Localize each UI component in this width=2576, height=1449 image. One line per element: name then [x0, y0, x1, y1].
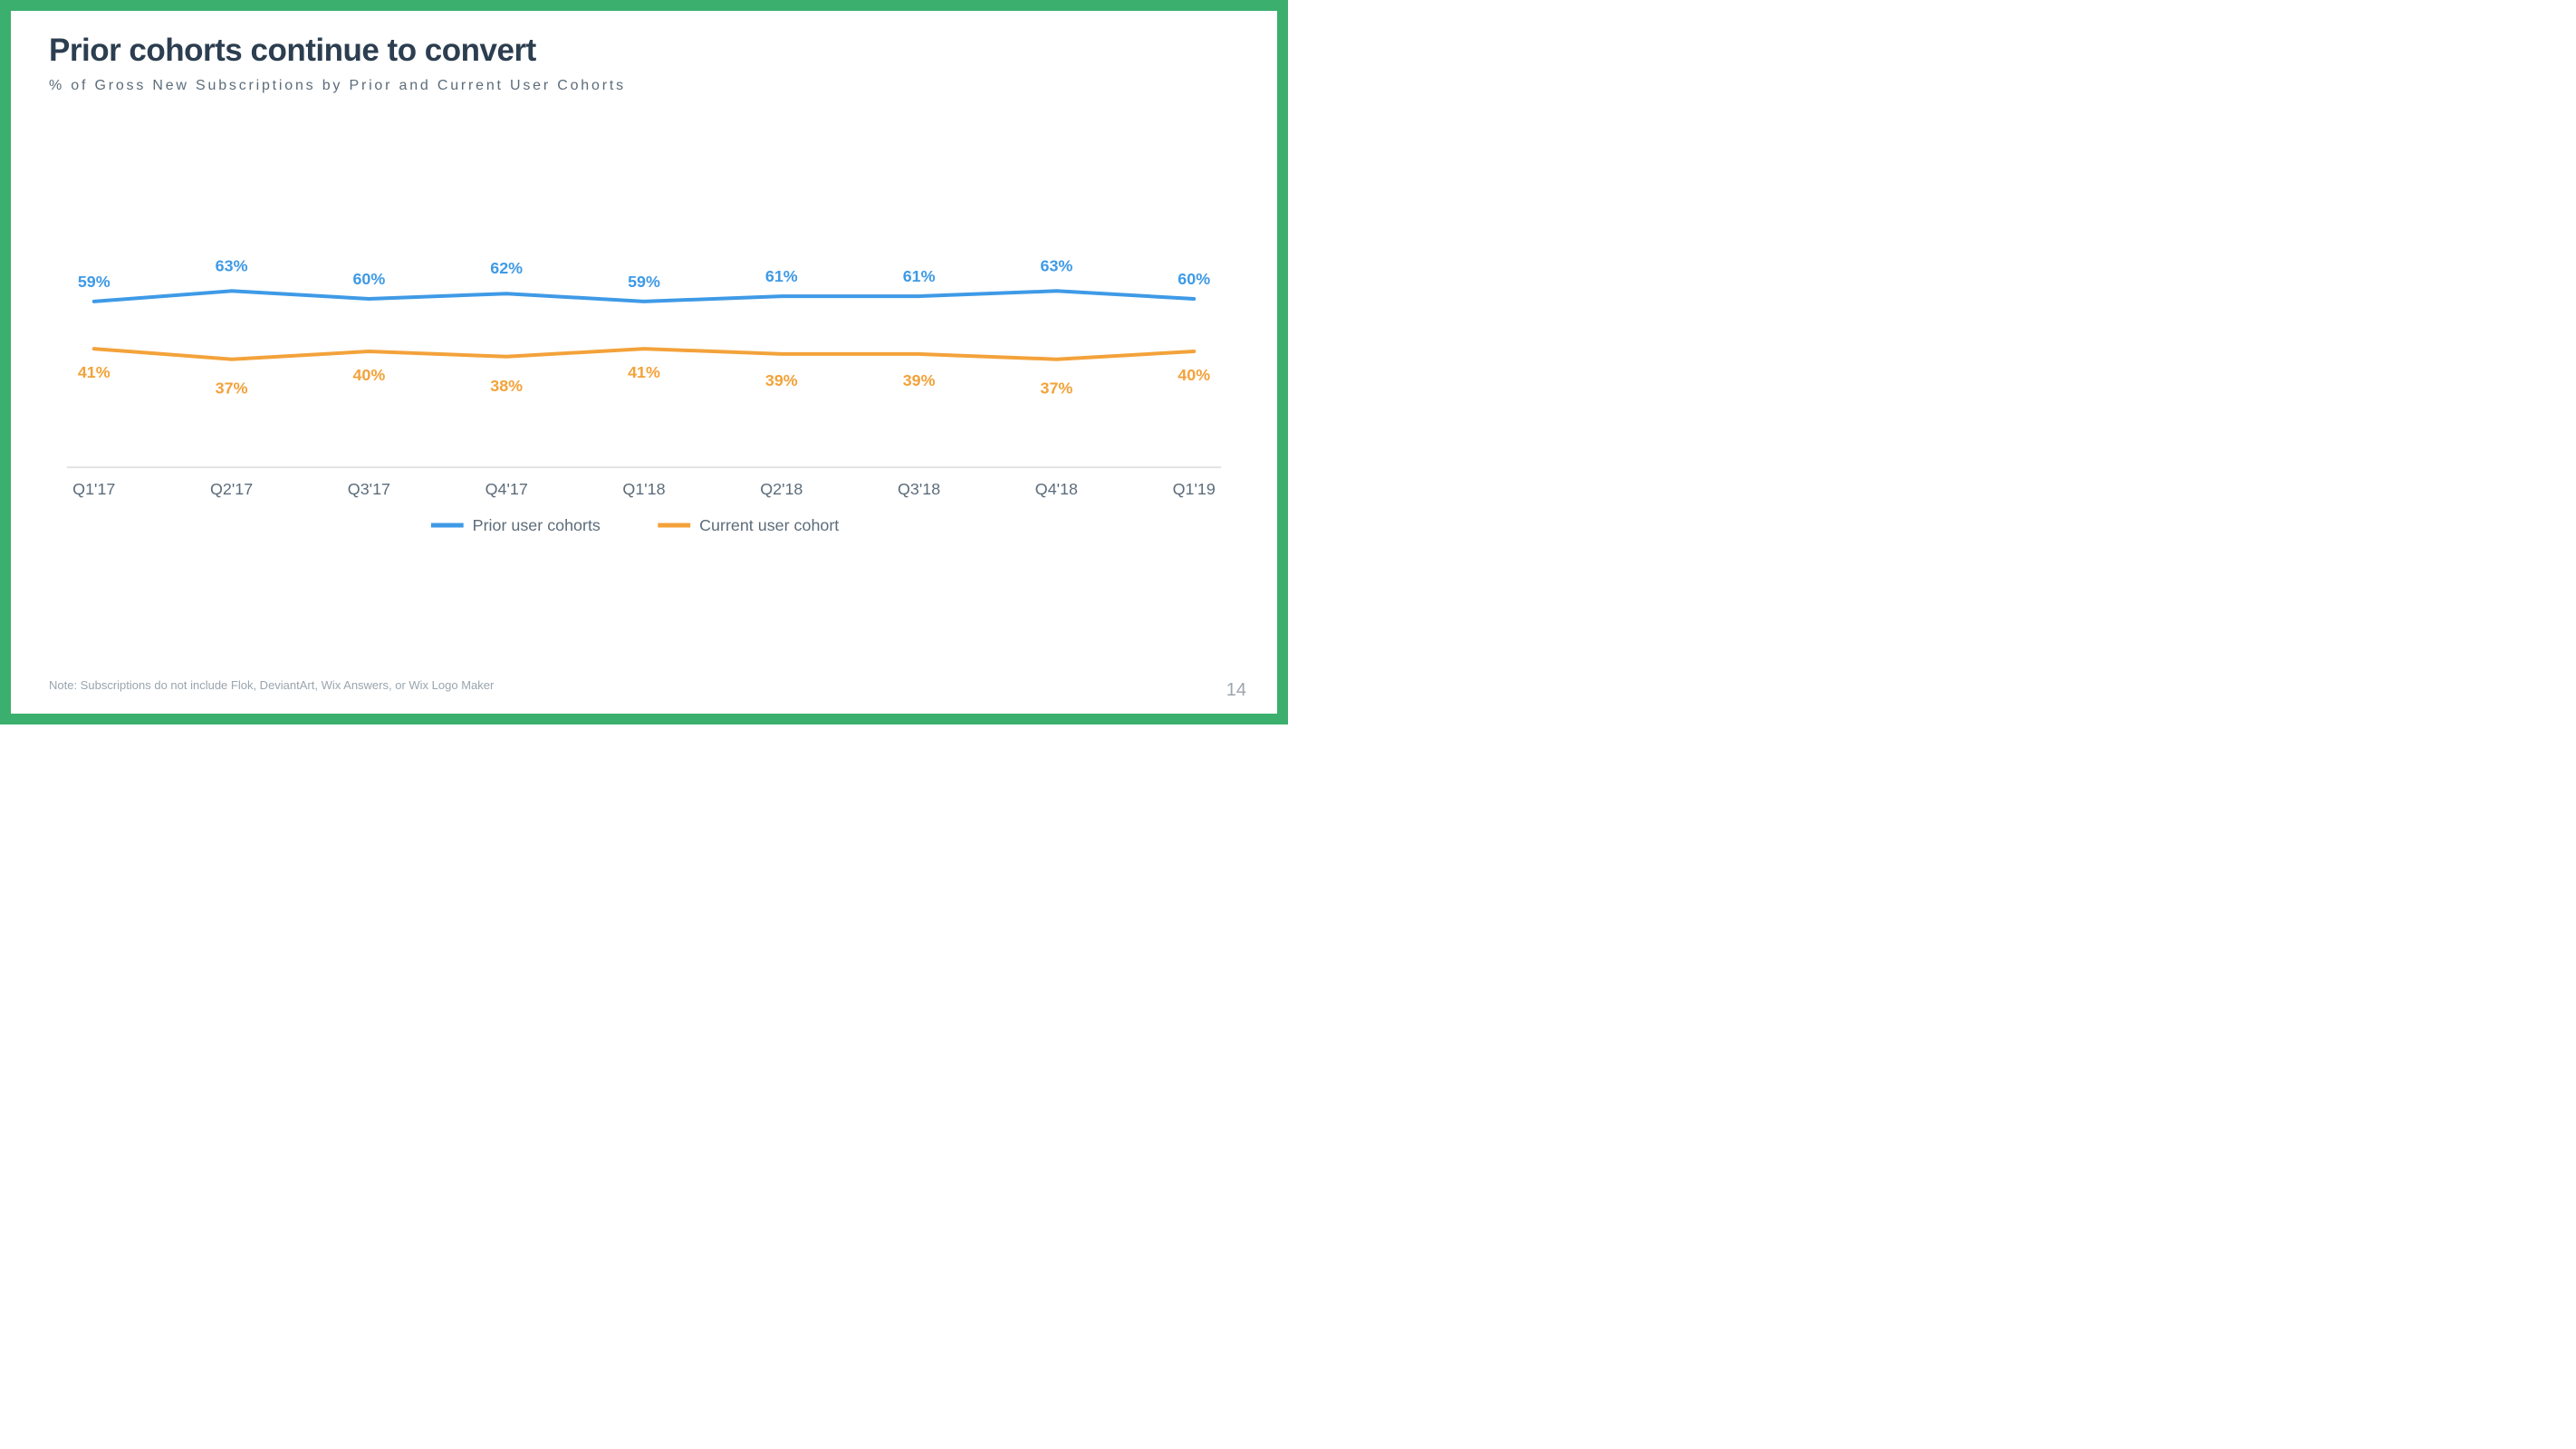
- legend-label: Current user cohort: [699, 516, 839, 534]
- legend-label: Prior user cohorts: [473, 516, 601, 534]
- data-label: 62%: [490, 259, 523, 277]
- chart-container: Q1'17 Q2'17 Q3'17 Q4'17 Q1'18 Q2'18 Q3'18 Q4'18…: [49, 103, 1239, 574]
- footnote: Note: Subscriptions do not include Flok,…: [49, 678, 494, 692]
- x-axis-label: Q4'18: [1035, 480, 1078, 498]
- page-number: 14: [1226, 680, 1246, 701]
- data-label: 40%: [1177, 366, 1210, 384]
- series-line: [94, 291, 1194, 302]
- x-axis-label: Q1'19: [1173, 480, 1216, 498]
- data-label: 38%: [490, 377, 523, 395]
- data-label: 41%: [78, 363, 111, 381]
- x-axis-label: Q2'17: [210, 480, 253, 498]
- data-label: 61%: [765, 267, 798, 285]
- data-label: 41%: [628, 363, 660, 381]
- slide-frame: Prior cohorts continue to convert % of G…: [0, 0, 1288, 724]
- x-axis-label: Q3'18: [898, 480, 940, 498]
- data-label: 59%: [78, 273, 111, 291]
- data-label: 61%: [903, 267, 936, 285]
- x-axis-label: Q2'18: [760, 480, 803, 498]
- data-label: 63%: [216, 256, 248, 274]
- data-label: 37%: [1041, 379, 1073, 398]
- x-axis-label: Q1'17: [72, 480, 115, 498]
- x-axis-label: Q4'17: [485, 480, 528, 498]
- data-label: 60%: [352, 270, 385, 288]
- x-axis-label: Q3'17: [348, 480, 390, 498]
- slide-title: Prior cohorts continue to convert: [49, 33, 1239, 69]
- line-chart: Q1'17 Q2'17 Q3'17 Q4'17 Q1'18 Q2'18 Q3'18 Q4'18…: [49, 103, 1239, 574]
- data-label: 37%: [216, 379, 248, 398]
- data-label: 60%: [1177, 270, 1210, 288]
- data-label: 39%: [765, 371, 798, 389]
- data-label: 59%: [628, 273, 660, 291]
- x-axis-label: Q1'18: [622, 480, 665, 498]
- data-label: 63%: [1041, 256, 1073, 274]
- data-label: 40%: [352, 366, 385, 384]
- series-line: [94, 349, 1194, 360]
- data-label: 39%: [903, 371, 936, 389]
- slide-subtitle: % of Gross New Subscriptions by Prior an…: [49, 78, 1239, 94]
